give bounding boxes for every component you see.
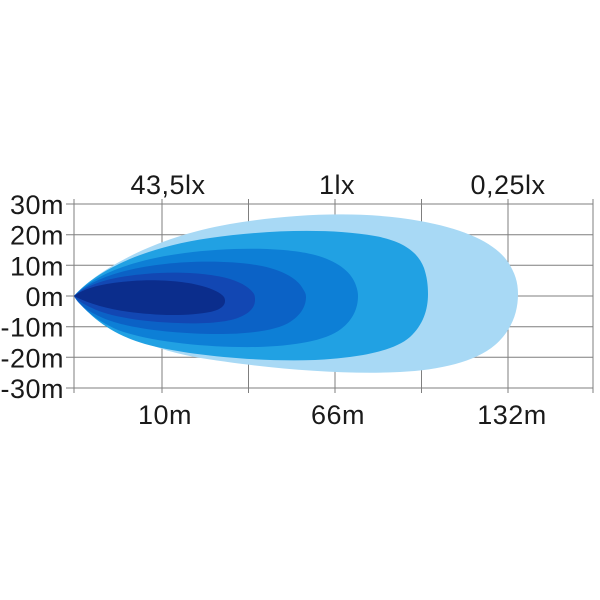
distance-label-10m: 10m xyxy=(138,400,192,430)
y-axis-label-neg10m: -10m xyxy=(0,313,64,343)
y-axis-label-neg30m: -30m xyxy=(0,374,64,404)
distance-label-66m: 66m xyxy=(311,400,365,430)
lux-label-0-25lx: 0,25lx xyxy=(470,170,545,200)
y-axis-label-20m: 20m xyxy=(10,221,64,251)
beam-zone-core xyxy=(74,280,225,316)
y-axis-label-30m: 30m xyxy=(10,190,64,220)
y-axis-label-0m: 0m xyxy=(25,282,64,312)
lux-label-1lx: 1lx xyxy=(319,170,355,200)
distance-label-132m: 132m xyxy=(477,400,547,430)
y-axis-label-10m: 10m xyxy=(10,251,64,281)
distance-labels: 10m 66m 132m xyxy=(138,400,547,430)
lux-label-43-5lx: 43,5lx xyxy=(130,170,205,200)
y-axis-labels: 30m 20m 10m 0m -10m -20m -30m xyxy=(0,190,64,404)
lux-labels: 43,5lx 1lx 0,25lx xyxy=(130,170,545,200)
beam-zones xyxy=(74,214,518,373)
y-axis-label-neg20m: -20m xyxy=(0,343,64,373)
